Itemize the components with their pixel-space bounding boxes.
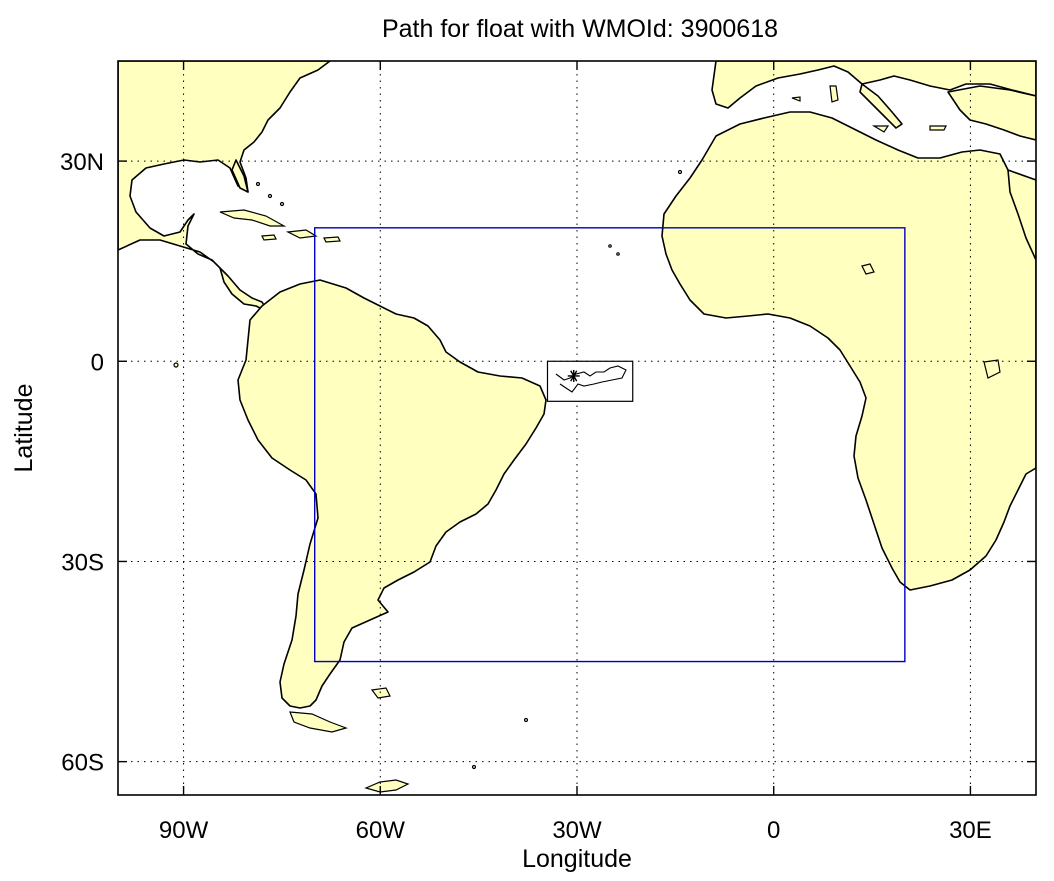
- y-axis-label: Latitude: [10, 384, 38, 473]
- bahamas: [255, 181, 261, 187]
- x-tick-label: 30E: [949, 817, 992, 844]
- float-region-box: [314, 227, 906, 663]
- cape-verde: [608, 244, 612, 248]
- north-central-america: [118, 61, 331, 313]
- italy: [859, 83, 903, 129]
- galapagos: [173, 362, 179, 368]
- y-axis-ticks: 30N 0 30S 60S: [60, 149, 1036, 777]
- sardinia: [829, 85, 839, 103]
- tierra-del-fuego: [289, 711, 348, 733]
- y-tick-label: 0: [91, 349, 104, 376]
- arabian-peninsula: [1007, 169, 1036, 261]
- sicily: [871, 125, 890, 133]
- x-axis-label: Longitude: [522, 845, 632, 873]
- x-tick-label: 90W: [159, 817, 209, 844]
- map-title: Path for float with WMOId: 3900618: [382, 15, 778, 43]
- puerto-rico: [323, 236, 341, 243]
- bahamas-2: [267, 193, 273, 199]
- y-tick-label: 30N: [60, 149, 104, 176]
- lake-victoria: [983, 359, 1001, 379]
- middle-east: [947, 85, 1036, 141]
- lake-chad: [861, 263, 875, 275]
- balearic-islands: [791, 96, 801, 102]
- x-tick-label: 0: [767, 817, 780, 844]
- south-georgia: [471, 764, 477, 770]
- bahamas-3: [279, 201, 285, 207]
- y-tick-label: 60S: [61, 750, 104, 777]
- small-island: [523, 717, 529, 723]
- float-track-box: [546, 360, 634, 402]
- float-start-asterisk: [567, 369, 580, 382]
- jamaica: [261, 234, 277, 241]
- crete: [929, 125, 947, 131]
- hispaniola: [285, 229, 318, 239]
- falkland-islands: [370, 687, 391, 699]
- x-tick-label: 30W: [552, 817, 602, 844]
- y-tick-label: 30S: [61, 549, 104, 576]
- x-axis-ticks: 90W 60W 30W 0 30E: [159, 61, 992, 844]
- africa: [661, 111, 1036, 591]
- x-tick-label: 60W: [356, 817, 406, 844]
- cuba: [219, 209, 287, 227]
- float-track-inset: [546, 360, 634, 402]
- graticule: [118, 61, 1036, 795]
- float-track-path: [555, 365, 627, 393]
- florida: [231, 159, 249, 193]
- cape-verde-2: [616, 252, 620, 256]
- canary-islands: [677, 169, 683, 175]
